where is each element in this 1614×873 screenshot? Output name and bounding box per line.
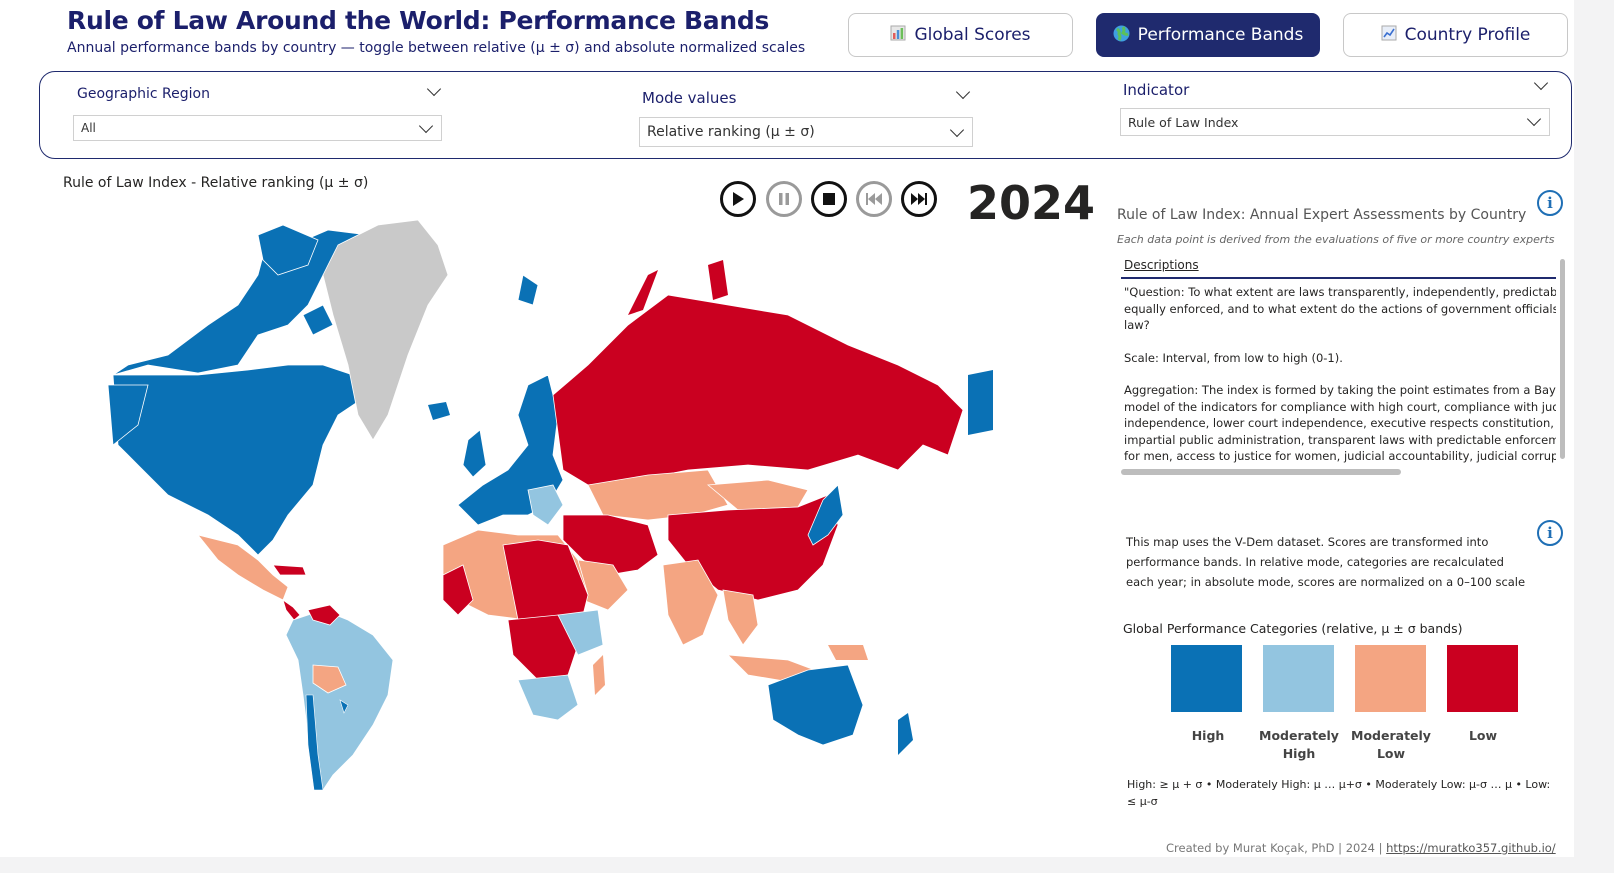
- region-uk-ireland[interactable]: [462, 429, 487, 478]
- region-greenland[interactable]: [322, 219, 449, 441]
- next-button[interactable]: [901, 181, 937, 217]
- region-middle-east[interactable]: [562, 514, 659, 576]
- region-novaya-zemlya[interactable]: [628, 260, 728, 315]
- region-papua[interactable]: [828, 645, 868, 660]
- region-arctic-islands[interactable]: [257, 224, 539, 336]
- region-south-america[interactable]: [285, 609, 394, 791]
- region-bolivia[interactable]: [312, 664, 347, 694]
- page-subtitle: Annual performance bands by country — to…: [67, 40, 806, 56]
- skip-back-icon: [866, 193, 882, 205]
- region-japan-korea[interactable]: [807, 484, 844, 546]
- region-iceland[interactable]: [428, 402, 450, 420]
- nav-performance-bands-button[interactable]: Performance Bands: [1096, 13, 1320, 57]
- region-alaska[interactable]: [108, 384, 149, 446]
- region-central-america[interactable]: [272, 564, 307, 621]
- region-china[interactable]: [667, 494, 839, 601]
- credit-text: Created by Murat Koçak, PhD | 2024 |: [1166, 841, 1383, 855]
- info-icon[interactable]: i: [1537, 520, 1563, 546]
- region-venezuela[interactable]: [307, 604, 341, 626]
- region-mexico[interactable]: [196, 534, 289, 601]
- details-title: Rule of Law Index: Annual Expert Assessm…: [1117, 207, 1527, 223]
- region-india[interactable]: [662, 559, 719, 646]
- page-title: Rule of Law Around the World: Performanc…: [67, 6, 770, 35]
- stop-button[interactable]: [811, 181, 847, 217]
- nav-country-profile-button[interactable]: Country Profile: [1343, 13, 1568, 57]
- play-button[interactable]: [720, 181, 756, 217]
- descriptions-cell: "Question: To what extent are laws trans…: [1124, 284, 1556, 467]
- mode-dropdown-value: Relative ranking (μ ± σ): [647, 124, 815, 140]
- author-website-link[interactable]: https://muratko357.github.io/: [1386, 841, 1556, 855]
- region-russia[interactable]: [552, 294, 964, 486]
- horizontal-scrollbar[interactable]: [1121, 469, 1401, 475]
- mode-dropdown[interactable]: Relative ranking (μ ± σ): [639, 117, 973, 147]
- region-dropdown[interactable]: All: [73, 115, 442, 141]
- info-icon[interactable]: i: [1537, 190, 1563, 216]
- legend-title: Global Performance Categories (relative,…: [1123, 621, 1463, 636]
- legend-label-moderately-high: Moderately High: [1259, 728, 1339, 761]
- legend-swatch-moderately-low: [1355, 645, 1426, 712]
- region-madagascar[interactable]: [593, 655, 605, 695]
- nav-global-scores-label: Global Scores: [914, 25, 1031, 45]
- legend-footnote: High: ≥ μ + σ • Moderately High: μ … μ+σ…: [1127, 778, 1551, 808]
- region-australia[interactable]: [767, 664, 864, 746]
- nav-performance-bands-label: Performance Bands: [1137, 25, 1304, 45]
- descriptions-divider: [1121, 277, 1556, 279]
- legend-label-low: Low: [1468, 728, 1498, 743]
- mode-filter-label: Mode values: [642, 89, 737, 107]
- dashboard-page: Rule of Law Around the World: Performanc…: [0, 0, 1574, 857]
- skip-forward-icon: [911, 193, 927, 205]
- methodology-note: This map uses the V-Dem dataset. Scores …: [1126, 535, 1526, 589]
- region-west-africa[interactable]: [442, 564, 474, 616]
- region-chile-uruguay[interactable]: [305, 694, 349, 791]
- bar-chart-icon: [890, 25, 906, 45]
- pause-icon: [779, 193, 789, 205]
- legend-swatch-moderately-high: [1263, 645, 1334, 712]
- region-mongolia[interactable]: [706, 479, 809, 511]
- indicator-filter-label: Indicator: [1123, 81, 1190, 99]
- nav-country-profile-label: Country Profile: [1404, 25, 1531, 45]
- region-dropdown-value: All: [81, 121, 96, 135]
- map-title: Rule of Law Index - Relative ranking (μ …: [63, 175, 369, 191]
- legend-label-high: High: [1191, 728, 1225, 743]
- description-question: "Question: To what extent are laws trans…: [1124, 285, 1556, 332]
- nav-global-scores-button[interactable]: Global Scores: [848, 13, 1073, 57]
- legend-swatch-low: [1447, 645, 1518, 712]
- region-kamchatka-east[interactable]: [968, 370, 993, 435]
- world-choropleth-map[interactable]: [108, 215, 1028, 815]
- region-southern-africa[interactable]: [517, 674, 579, 721]
- pause-button[interactable]: [766, 181, 802, 217]
- description-scale: Scale: Interval, from low to high (0-1).: [1124, 350, 1343, 365]
- chevron-down-icon: [949, 122, 965, 138]
- legend-swatch-high: [1171, 645, 1242, 712]
- region-filter-label: Geographic Region: [77, 86, 210, 102]
- description-aggregation: Aggregation: The index is formed by taki…: [1124, 383, 1556, 467]
- footer-credit: Created by Murat Koçak, PhD | 2024 | htt…: [1166, 841, 1556, 855]
- stop-icon: [823, 193, 835, 205]
- region-balkans[interactable]: [527, 484, 564, 526]
- year-display: 2024: [967, 176, 1096, 230]
- region-new-zealand[interactable]: [898, 713, 913, 755]
- region-east-africa[interactable]: [557, 609, 604, 656]
- globe-icon: [1113, 25, 1130, 46]
- details-subtitle: Each data point is derived from the eval…: [1117, 233, 1555, 246]
- vertical-scrollbar[interactable]: [1560, 259, 1565, 459]
- indicator-dropdown-value: Rule of Law Index: [1128, 114, 1239, 130]
- play-icon: [733, 192, 744, 206]
- chevron-down-icon: [418, 118, 434, 134]
- legend-label-moderately-low: Moderately Low: [1351, 728, 1431, 761]
- indicator-dropdown[interactable]: Rule of Law Index: [1120, 108, 1550, 136]
- chevron-down-icon: [1526, 111, 1542, 127]
- descriptions-column-header[interactable]: Descriptions: [1124, 258, 1199, 272]
- previous-button[interactable]: [856, 181, 892, 217]
- line-chart-icon: [1381, 25, 1397, 45]
